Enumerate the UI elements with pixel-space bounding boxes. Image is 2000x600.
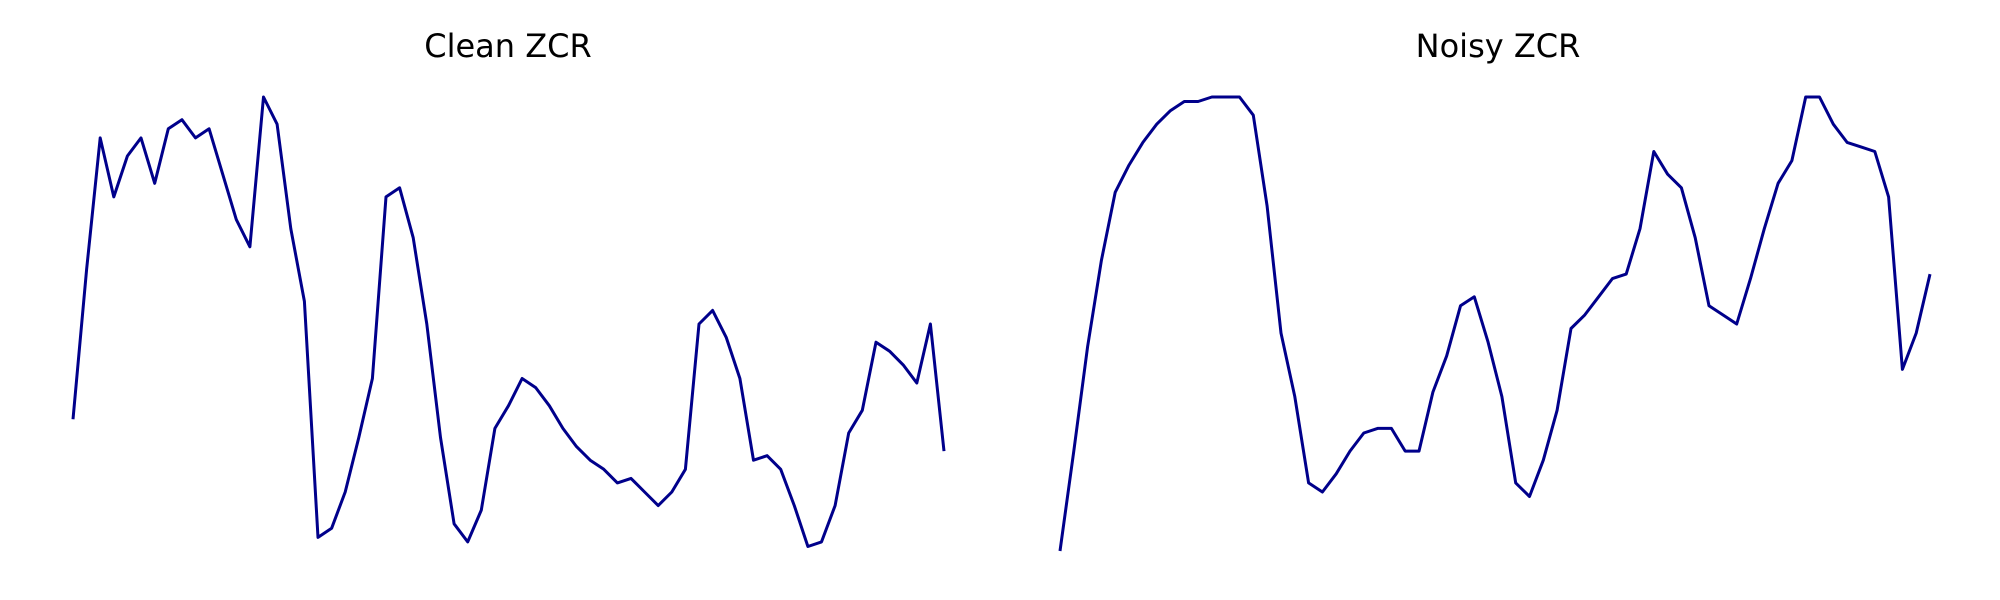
chart-panel-noisy: Noisy ZCR [1058,27,1932,552]
chart-title-clean: Clean ZCR [424,27,591,65]
chart-panel-clean: Clean ZCR [71,27,946,548]
line-series-clean-zcr [71,95,946,548]
chart-title-noisy: Noisy ZCR [1416,27,1581,65]
line-series-noisy-zcr [1058,95,1932,552]
